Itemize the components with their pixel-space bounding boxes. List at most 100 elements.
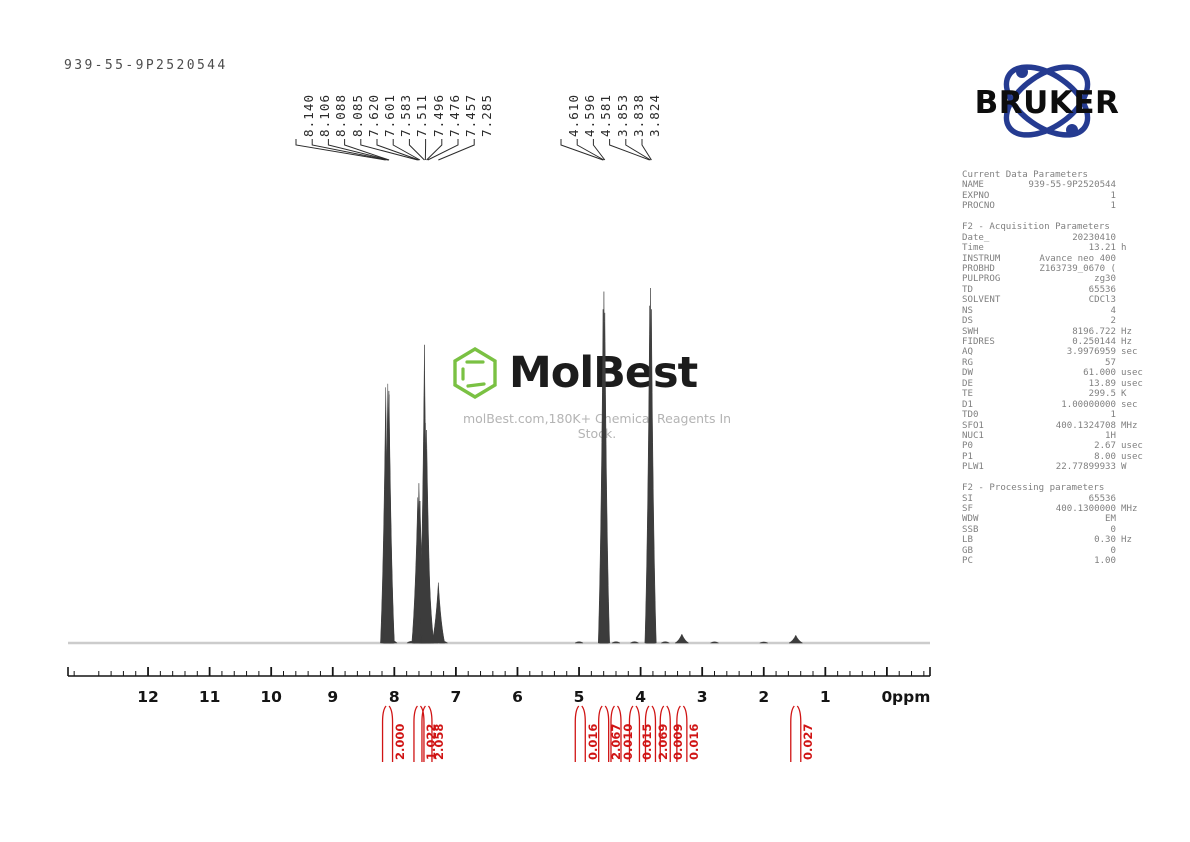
peak-shift-label: 8.088 — [333, 93, 349, 137]
param-row: AQ 3.9976959 sec — [962, 347, 1178, 357]
param-key: Time — [962, 243, 984, 254]
axis-tick-label: 4 — [635, 688, 646, 706]
integral-curve — [381, 705, 387, 762]
param-row: INSTRUM Avance neo 400 — [962, 254, 1178, 264]
param-row: FIDRES 0.250144 Hz — [962, 337, 1178, 347]
ppm-axis — [67, 667, 931, 677]
param-row: GB 0 — [962, 546, 1178, 556]
param-row: PC 1.00 — [962, 556, 1178, 566]
param-key: FIDRES — [962, 337, 995, 347]
param-key: TE — [962, 389, 973, 400]
param-key: PROCNO — [962, 201, 995, 212]
param-row: TE 299.5 K — [962, 389, 1178, 399]
peak-shift-label: 3.838 — [630, 93, 646, 137]
integral-curve — [796, 705, 802, 762]
param-value: 61.000 — [1083, 368, 1116, 379]
param-key: P0 — [962, 441, 973, 452]
param-value: 0.250144 — [1072, 337, 1116, 347]
peak-tie-line — [427, 139, 459, 161]
param-unit: usec — [1121, 378, 1143, 389]
spectrum-minor-peak — [611, 641, 621, 644]
param-row: PULPROG zg30 — [962, 274, 1178, 284]
peak-tie-line — [609, 139, 650, 161]
param-row: SSB 0 — [962, 525, 1178, 535]
spectrum-minor-peak — [429, 640, 439, 644]
peak-shift-label: 8.140 — [301, 93, 316, 137]
integral-value: 2.058 — [432, 723, 447, 760]
bruker-logo — [1003, 64, 1091, 138]
param-unit: Hz — [1121, 326, 1132, 337]
integral-curve — [598, 705, 603, 762]
param-value: 0 — [1110, 524, 1116, 535]
integral-curve — [676, 705, 681, 762]
integral-curve — [644, 705, 650, 762]
param-value: 0 — [1110, 545, 1116, 556]
param-unit: usec — [1121, 368, 1143, 379]
param-row: DE 13.89 usec — [962, 379, 1178, 389]
param-value: 0.30 — [1094, 535, 1116, 546]
param-key: NAME — [962, 180, 984, 191]
param-unit: usec — [1121, 451, 1143, 462]
param-key: Date_ — [962, 232, 990, 243]
param-key: SSB — [962, 524, 979, 535]
integral-value: 0.015 — [639, 723, 654, 760]
peak-shift-label: 7.285 — [479, 93, 495, 137]
axis-tick-label: 0 — [881, 688, 893, 706]
param-row: D1 1.00000000 sec — [962, 400, 1178, 410]
param-row: SFO1 400.1324708 MHz — [962, 421, 1178, 431]
peak-tie-line — [625, 139, 651, 161]
param-key: NUC1 — [962, 430, 984, 441]
param-unit: Hz — [1121, 535, 1132, 546]
integral-curve — [581, 705, 586, 762]
spectrum-minor-peak — [439, 641, 449, 644]
peak-shift-label: 7.601 — [382, 93, 397, 137]
integral-value: 0.010 — [621, 723, 636, 760]
param-key: PROBHD — [962, 263, 995, 274]
peak-shift-label: 8.085 — [349, 93, 365, 137]
param-row: DS 2 — [962, 316, 1178, 326]
integral-value: 2.000 — [393, 723, 408, 760]
spectrum-minor-peak — [759, 641, 768, 644]
param-key: SI — [962, 493, 973, 504]
spectrum-trace — [68, 287, 930, 645]
peak-shift-label: 7.476 — [446, 93, 462, 137]
param-value: EM — [1105, 514, 1116, 525]
integral-value: 0.016 — [585, 723, 600, 760]
axis-tick-label: 6 — [512, 688, 523, 706]
param-unit: MHz — [1121, 420, 1138, 431]
param-row: NUC1 1H — [962, 431, 1178, 441]
param-row: P1 8.00 usec — [962, 452, 1178, 462]
param-unit: sec — [1121, 399, 1138, 410]
param-row: WDW EM — [962, 514, 1178, 524]
integral-curve — [682, 705, 688, 762]
peak-shift-label: 7.583 — [398, 93, 414, 137]
param-key: AQ — [962, 347, 973, 358]
param-value: 13.89 — [1088, 378, 1116, 389]
param-key: RG — [962, 357, 973, 368]
peak-tie-line — [592, 139, 606, 161]
param-unit: usec — [1121, 441, 1143, 452]
axis-tick-label: 11 — [198, 688, 221, 706]
integral-curve — [421, 705, 426, 762]
param-key: DE — [962, 378, 973, 389]
spectrum-peak — [383, 394, 395, 644]
param-value: 1 — [1110, 190, 1116, 201]
spectrum-minor-peak — [406, 641, 416, 644]
param-key: DS — [962, 316, 973, 327]
axis-tick-label: 1 — [819, 688, 831, 706]
param-key: PC — [962, 556, 973, 567]
param-value: 2.67 — [1094, 441, 1116, 452]
integral-value: 2.069 — [655, 723, 670, 760]
param-value: zg30 — [1094, 274, 1116, 285]
param-value: 2 — [1110, 316, 1116, 327]
param-key: TD0 — [962, 410, 979, 421]
axis-tick-label: 8 — [388, 688, 400, 706]
param-row: TD 65536 — [962, 285, 1178, 295]
param-unit: K — [1121, 389, 1127, 400]
param-key: PULPROG — [962, 274, 1001, 285]
param-key: EXPNO — [962, 190, 990, 201]
axis-tick-label: 7 — [450, 688, 462, 706]
param-value: 8.00 — [1094, 451, 1116, 462]
param-row: DW 61.000 usec — [962, 368, 1178, 378]
